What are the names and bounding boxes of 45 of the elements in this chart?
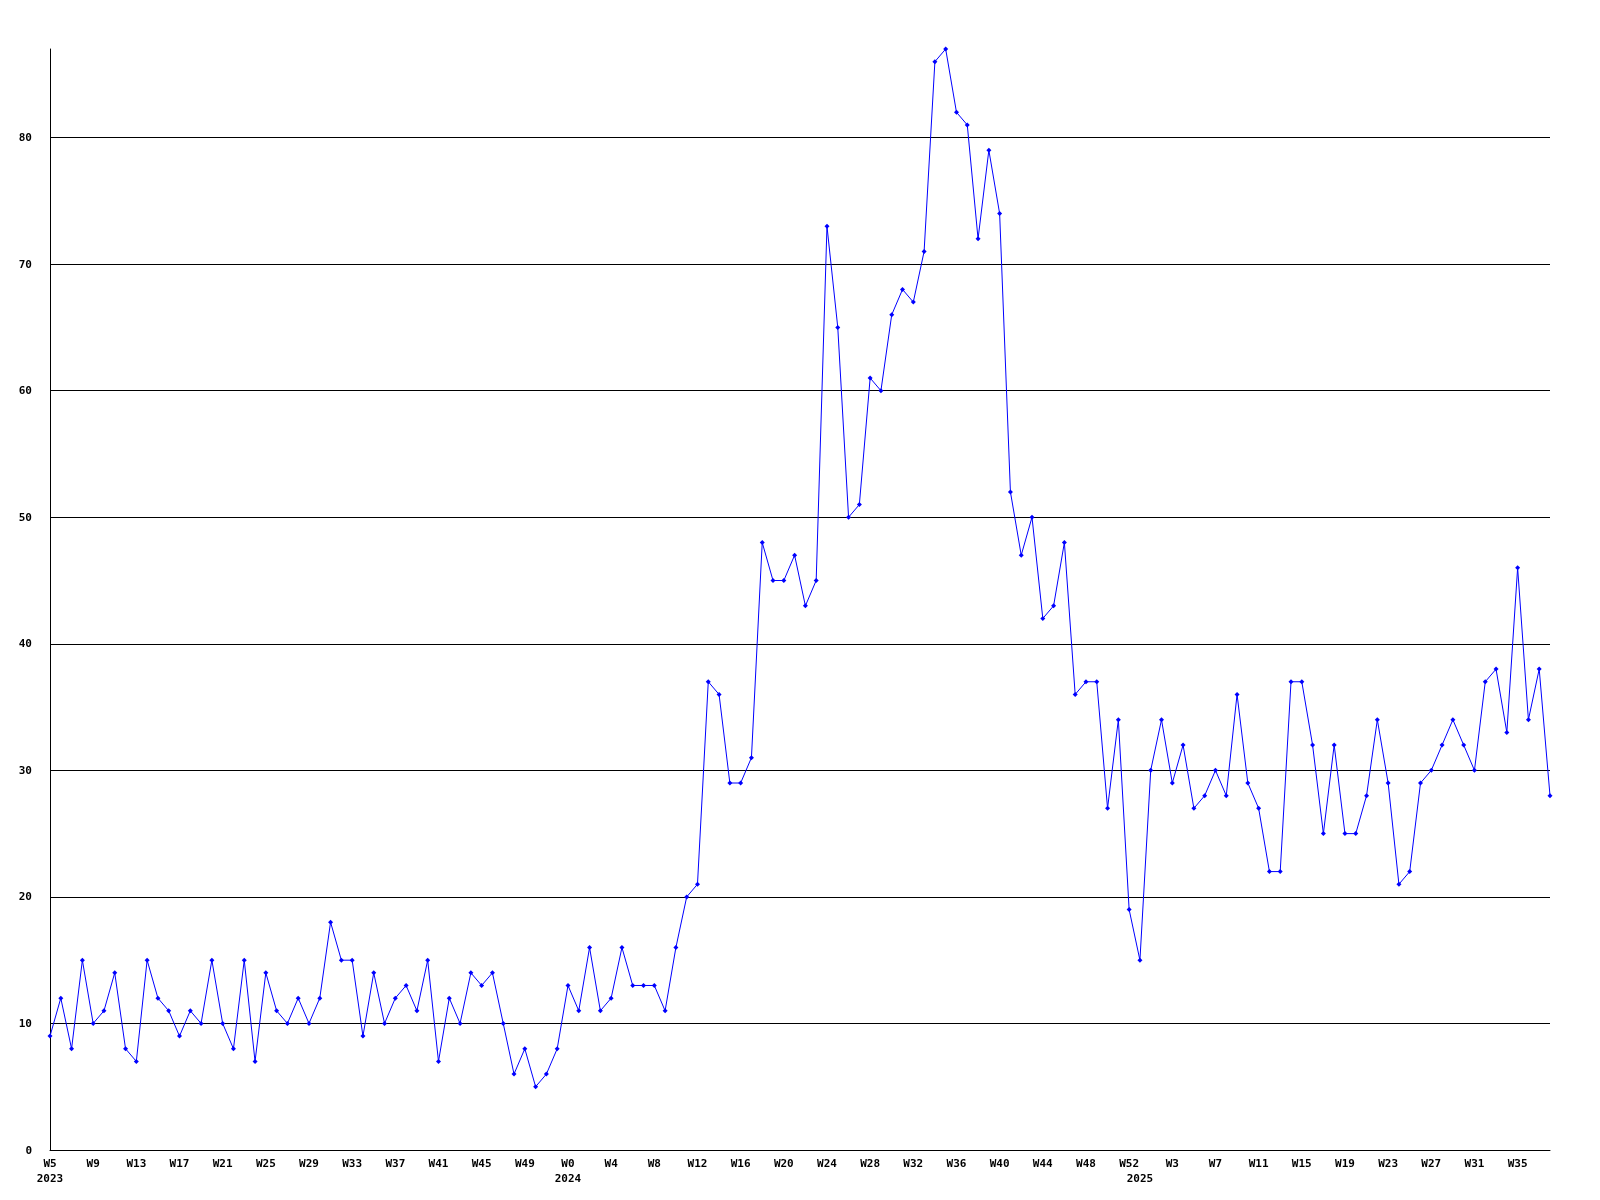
- x-tick-label: W15: [1291, 1157, 1312, 1170]
- x-tick-label: W0 2024: [554, 1157, 582, 1185]
- x-tick-label: W40: [989, 1157, 1010, 1170]
- x-tick-label: W17: [169, 1157, 190, 1170]
- x-tick-label: W21: [212, 1157, 233, 1170]
- x-tick-label: W16: [730, 1157, 751, 1170]
- x-tick-label: W24: [817, 1157, 838, 1170]
- x-tick-label: W23: [1378, 1157, 1399, 1170]
- y-tick-label: 10: [18, 1016, 32, 1030]
- x-tick-label: W19: [1335, 1157, 1355, 1170]
- x-tick-label: W48: [1076, 1157, 1096, 1170]
- x-tick-label: W13: [126, 1157, 147, 1170]
- x-tick-label: W36: [946, 1157, 967, 1170]
- y-tick-label: 20: [18, 890, 32, 904]
- x-tick-label: W12: [687, 1157, 708, 1170]
- x-tick-label: W45: [471, 1157, 492, 1170]
- x-tick-label: W35: [1507, 1157, 1528, 1170]
- x-tick-label: W41: [428, 1157, 449, 1170]
- y-tick-label: 80: [18, 131, 32, 145]
- x-tick-label: W28: [860, 1157, 881, 1170]
- x-tick-label: W44: [1032, 1157, 1054, 1170]
- x-tick-label: W7: [1208, 1157, 1223, 1170]
- x-tick-label: W11: [1248, 1157, 1269, 1170]
- y-tick-label: 30: [18, 763, 32, 777]
- y-tick-label: 70: [18, 257, 32, 271]
- x-tick-label: W52: [1119, 1157, 1140, 1170]
- y-tick-label: 50: [18, 510, 32, 524]
- y-tick-label: 60: [18, 384, 32, 398]
- x-tick-label: 2025: [1126, 1172, 1154, 1185]
- x-tick-label: W3: [1165, 1157, 1179, 1170]
- x-tick-label: W33: [342, 1157, 363, 1170]
- x-tick-label: W27: [1421, 1157, 1442, 1170]
- x-tick-label: W5 2023: [36, 1157, 64, 1185]
- x-tick-label: W32: [903, 1157, 924, 1170]
- x-tick-label: W49: [514, 1157, 535, 1170]
- x-tick-label: W8: [647, 1157, 661, 1170]
- y-tick-label: 0: [25, 1143, 32, 1157]
- x-tick-label: W20: [773, 1157, 794, 1170]
- x-tick-label: W37: [385, 1157, 406, 1170]
- x-tick-label: W9: [86, 1157, 100, 1170]
- x-tick-label: W29: [299, 1157, 319, 1170]
- x-tick-label: W4: [604, 1157, 619, 1170]
- x-tick-label: W25: [255, 1157, 276, 1170]
- y-tick-label: 40: [18, 637, 32, 651]
- x-tick-label: W31: [1464, 1157, 1485, 1170]
